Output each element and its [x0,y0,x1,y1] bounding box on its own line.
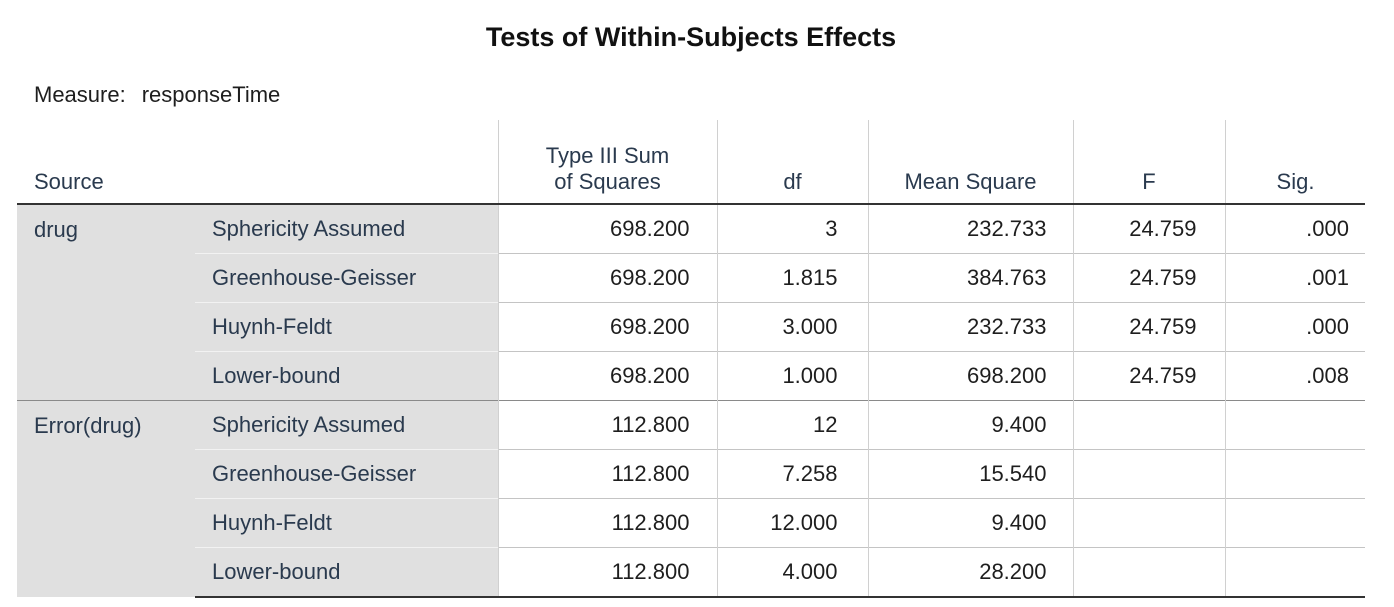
value-cell: 9.400 [867,498,1073,548]
row-label: Huynh-Feldt [195,498,498,548]
value-cell: 24.759 [1072,253,1225,303]
header-text: Sig. [1276,169,1315,194]
value-cell [1072,400,1225,450]
header-row: Source Type III Sum of Squares df Mean Squa… [17,120,1365,205]
value-cell: .000 [1224,203,1365,254]
measure-label: Measure: [34,82,126,107]
table-row: Greenhouse-Geisser 698.200 1.815 384.763 24.… [17,253,1365,303]
value-cell [1224,547,1365,598]
header-cell: F [1072,120,1225,205]
value-cell: 1.815 [716,253,868,303]
table-row: Error(drug) Sphericity Assumed 112.800 12 9.… [17,400,1365,597]
source-cell: drug [17,203,195,401]
source-cell: Error(drug) [17,400,195,597]
value-cell: 112.800 [497,498,717,548]
value-cell [1224,498,1365,548]
value-cell: 15.540 [867,449,1073,499]
value-cell: 112.800 [497,400,717,450]
value-cell: 698.200 [497,253,717,303]
header-cell: Mean Square [867,120,1073,205]
value-cell [1072,547,1225,598]
value-cell: 12 [716,400,868,450]
header-text: Mean Square [904,169,1037,194]
header-cell: Source [17,120,498,205]
table-row: Greenhouse-Geisser 112.800 7.258 15.540 [17,449,1365,499]
header-text: F [1142,169,1156,194]
results-table: Source Type III Sum of Squares df Mean Squa… [17,120,1365,598]
row-label: Sphericity Assumed [195,203,498,254]
value-cell: 112.800 [497,449,717,499]
row-label: Lower-bound [195,351,498,401]
value-cell [1072,498,1225,548]
header-cell: df [716,120,868,205]
value-cell: 698.200 [497,351,717,401]
table-row: Lower-bound 698.200 1.000 698.200 24.759.008 [17,351,1365,401]
table-row: Huynh-Feldt 112.800 12.000 9.400 [17,498,1365,548]
value-cell: 698.200 [867,351,1073,401]
value-cell: 232.733 [867,203,1073,254]
value-cell: 7.258 [716,449,868,499]
value-cell: 24.759 [1072,351,1225,401]
title: Tests of Within-Subjects Effects [485,22,897,52]
value-cell: .008 [1224,351,1365,401]
header-text: df [783,169,802,194]
row-label: Lower-bound [195,547,498,598]
value-cell: 28.200 [867,547,1073,598]
value-cell: 9.400 [867,400,1073,450]
header-cell: Sig. [1224,120,1365,205]
value-cell [1072,449,1225,499]
value-cell: 1.000 [716,351,868,401]
table-row: Lower-bound 112.800 4.000 28.200 [17,547,1365,598]
row-label: Greenhouse-Geisser [195,449,498,499]
value-cell: 384.763 [867,253,1073,303]
value-cell [1224,449,1365,499]
table-row: drug Sphericity Assumed 698.200 3 232.733 24.… [17,203,1365,401]
value-cell: .001 [1224,253,1365,303]
value-cell: 698.200 [497,203,717,254]
value-cell: 4.000 [716,547,868,598]
value-cell: 3 [716,203,868,254]
value-cell: .000 [1224,302,1365,352]
value-cell: 24.759 [1072,302,1225,352]
table-body: drug Sphericity Assumed 698.200 3 232.733 24.… [17,203,1365,598]
header-text: Type III Sum of Squares [545,143,670,194]
row-label: Sphericity Assumed [195,400,498,450]
value-cell [1224,400,1365,450]
measure-value: responseTime [141,82,281,107]
measure: Measure: responseTime [34,82,296,108]
table-row: Huynh-Feldt 698.200 3.000 232.733 24.759.000 [17,302,1365,352]
row-label: Huynh-Feldt [195,302,498,352]
value-cell: 698.200 [497,302,717,352]
value-cell: 232.733 [867,302,1073,352]
value-cell: 3.000 [716,302,868,352]
value-cell: 112.800 [497,547,717,598]
value-cell: 12.000 [716,498,868,548]
header-cell: Type III Sum of Squares [497,120,717,205]
value-cell: 24.759 [1072,203,1225,254]
row-label: Greenhouse-Geisser [195,253,498,303]
